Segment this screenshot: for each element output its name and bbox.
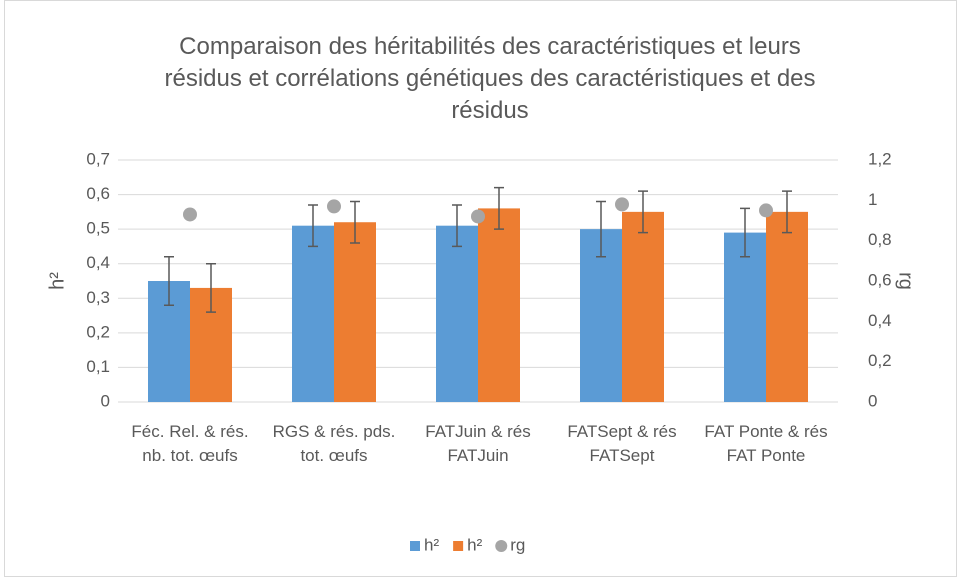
bar [580,229,622,402]
error-bar [596,200,606,258]
x-tick-label: FATJuin & rés FATJuin [425,422,531,465]
error-bar [350,200,360,244]
chart-title: Comparaison des héritabilités des caract… [164,33,815,124]
error-bar [452,204,462,248]
x-tick-label: Féc. Rel. & rés. nb. tot. œufs [131,422,248,465]
bar [622,211,664,402]
legend-swatch [453,541,464,551]
point [327,199,341,214]
y2-tick-label: 0 [868,391,877,410]
error-bar [308,204,318,248]
error-bar [164,256,174,306]
error-bar [638,190,648,234]
y2-tick-label: 0,6 [868,270,892,289]
legend-label: h² [467,535,482,554]
error-bar [740,207,750,258]
x-tick-label: RGS & rés. pds. tot. œufs [273,422,396,465]
bar [292,225,334,402]
y-tick-label: 0,7 [86,149,110,168]
x-tick-label: FAT Ponte & rés FAT Ponte [704,422,827,465]
y-tick-label: 0,3 [86,288,110,307]
y2-tick-label: 0,2 [868,351,892,370]
y-tick-label: 0,1 [86,357,110,376]
y2-tick-label: 1 [868,190,877,209]
y2-tick-label: 1,2 [868,149,892,168]
point [615,197,629,212]
error-bar [782,190,792,234]
y-tick-label: 0,4 [86,253,110,272]
y-tick-label: 0,5 [86,219,110,238]
y2-tick-label: 0,8 [868,230,892,249]
point [759,203,773,218]
x-tick-label: FATSept & rés FATSept [567,422,676,465]
y-tick-label: 0 [101,391,110,410]
legend-label: h² [424,535,439,554]
y-tick-label: 0,6 [86,184,110,203]
error-bar [494,186,504,230]
bar [724,232,766,402]
y-tick-label: 0,2 [86,322,110,341]
bar [436,225,478,402]
point [183,207,197,222]
legend-swatch [495,540,508,552]
y2-tick-label: 0,4 [868,311,892,330]
point [471,209,485,224]
bar [478,208,520,402]
y-axis-title: h² [46,272,68,290]
legend-label: rg [510,535,525,554]
legend-swatch [410,541,420,551]
error-bar [206,262,216,313]
bar [766,211,808,402]
bar [334,222,376,402]
y2-axis-title: rg [895,272,917,290]
